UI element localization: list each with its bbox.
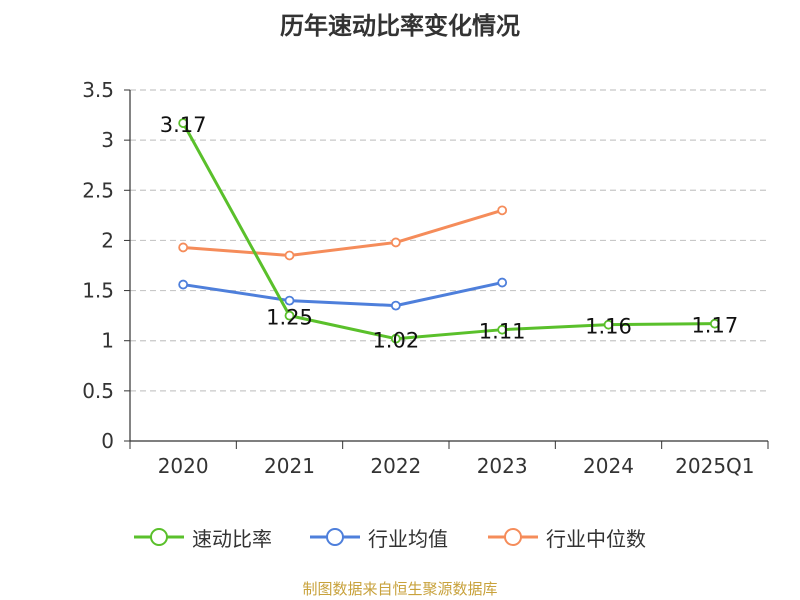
y-tick-label: 3.5: [82, 78, 114, 102]
data-point: [284, 295, 295, 306]
legend-label-industry-mean: 行业均值: [368, 526, 448, 551]
legend-label-quick-ratio: 速动比率: [192, 526, 272, 551]
series-line-1: [182, 281, 503, 308]
legend-label-industry-median: 行业中位数: [546, 526, 646, 551]
y-tick-label: 2.5: [82, 178, 114, 202]
x-tick-label: 2020: [158, 454, 209, 478]
y-tick-label: 0: [101, 429, 114, 453]
x-tick-label: 2021: [264, 454, 315, 478]
series-line-2: [183, 208, 503, 257]
legend-marker-industry-median: [488, 528, 538, 546]
data-point: [284, 310, 295, 321]
data-label: 1.17: [691, 314, 738, 338]
series-line-0: [181, 122, 715, 341]
x-tick-label: 2023: [477, 454, 528, 478]
x-tick-label: 2022: [370, 454, 421, 478]
y-tick-label: 1.5: [82, 279, 114, 303]
data-point: [390, 300, 401, 311]
data-label: 3.17: [160, 113, 207, 137]
data-label: 1.02: [372, 329, 419, 353]
source-note: 制图数据来自恒生聚源数据库: [302, 580, 498, 598]
data-label: 1.11: [479, 320, 526, 344]
legend-marker-industry-mean: [310, 528, 360, 546]
data-label: 1.16: [585, 315, 632, 339]
data-point: [709, 318, 720, 329]
legend-item-quick-ratio[interactable]: 速动比率: [134, 520, 272, 554]
data-point: [497, 205, 508, 216]
y-tick-label: 1: [101, 329, 114, 353]
data-point: [390, 237, 401, 248]
y-tick-label: 2: [101, 228, 114, 252]
y-tick-label: 0.5: [82, 379, 114, 403]
y-tick-label: 3: [101, 128, 114, 152]
chart-title: 历年速动比率变化情况: [280, 12, 520, 40]
data-label: 1.25: [266, 306, 313, 330]
data-point: [284, 250, 295, 261]
data-point: [178, 118, 189, 128]
data-point: [603, 319, 614, 330]
data-point: [497, 324, 508, 335]
legend-marker-quick-ratio: [134, 528, 184, 546]
data-point: [497, 277, 508, 288]
legend: 速动比率 行业均值 行业中位数: [0, 520, 800, 554]
legend-item-industry-median[interactable]: 行业中位数: [488, 520, 646, 554]
x-tick-label: 2025Q1: [675, 454, 754, 478]
x-tick-label: 2024: [583, 454, 634, 478]
data-point: [178, 279, 189, 290]
data-point: [178, 242, 189, 253]
legend-item-industry-mean[interactable]: 行业均值: [310, 520, 448, 554]
data-point: [390, 333, 401, 344]
